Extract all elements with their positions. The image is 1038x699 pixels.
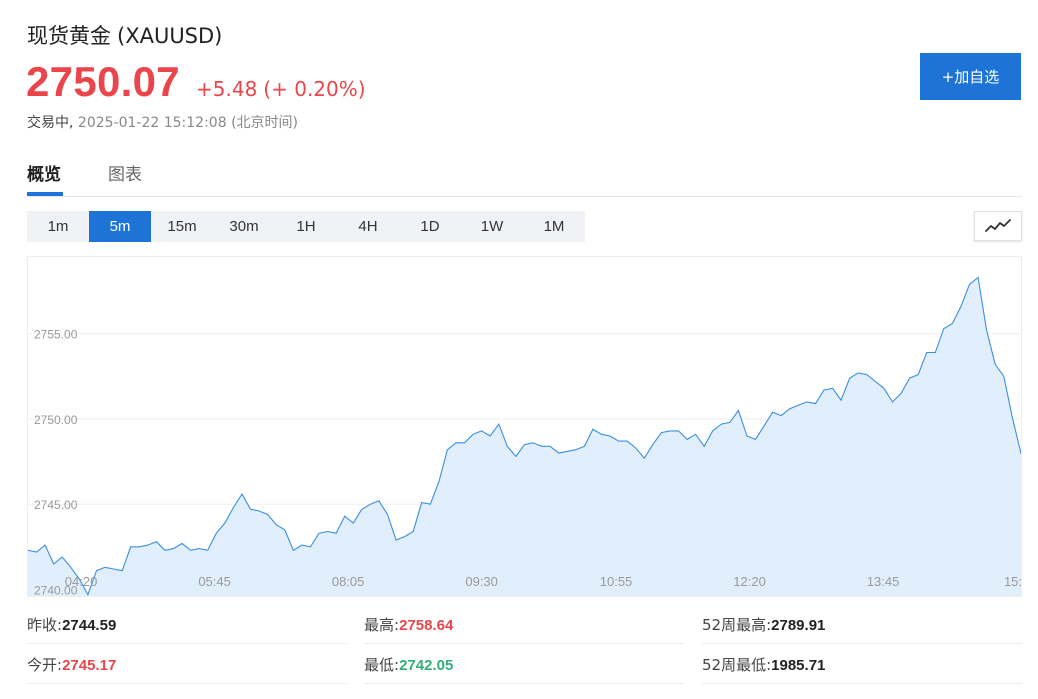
open-value: 2745.17 xyxy=(62,657,117,674)
stat-low: 最低:2742.05 xyxy=(364,654,453,675)
current-price: 2750.07 xyxy=(26,58,180,105)
period-1h[interactable]: 1H xyxy=(296,218,316,235)
instrument-title: 现货黄金 (XAUUSD) xyxy=(27,20,222,50)
x-tick-label: 10:55 xyxy=(600,574,633,589)
y-tick-label: 2740.00 xyxy=(34,583,78,597)
low-value: 2742.05 xyxy=(399,657,454,674)
change-percent: (+ 0.20%) xyxy=(263,77,366,101)
high-value: 2758.64 xyxy=(399,617,454,634)
line-chart-icon xyxy=(985,219,1011,232)
x-tick-label: 13:45 xyxy=(867,574,900,589)
price-chart-svg: 2740.00 2745.00 2750.00 2755.00 04:20 05:45 08… xyxy=(28,276,1022,597)
series-area xyxy=(28,277,1021,596)
period-1month[interactable]: 1M xyxy=(543,218,565,235)
instrument-name: 现货黄金 xyxy=(27,24,111,48)
change-value: +5.48 xyxy=(196,77,258,101)
week52-high-value: 2789.91 xyxy=(771,617,826,634)
price-change: +5.48 (+ 0.20%) xyxy=(196,77,366,101)
x-tick-label: 05:45 xyxy=(198,574,231,589)
period-selector: 1m 5m 15m 30m 1H 4H 1D 1W 1M xyxy=(27,211,585,242)
active-tab-indicator xyxy=(27,192,63,196)
period-4h[interactable]: 4H xyxy=(358,218,378,235)
divider xyxy=(702,683,1022,684)
x-tick-label: 08:05 xyxy=(332,574,365,589)
add-to-watchlist-button[interactable]: +加自选 xyxy=(920,53,1021,100)
trading-status: 交易中, 2025-01-22 15:12:08 (北京时间) xyxy=(27,112,298,132)
x-tick-label: 15:1 xyxy=(1004,574,1022,589)
period-1m[interactable]: 1m xyxy=(47,218,69,235)
low-label: 最低: xyxy=(364,656,400,674)
week52-low-value: 1985.71 xyxy=(771,657,826,674)
timezone-label: (北京时间) xyxy=(231,115,298,131)
stat-prev-close: 昨收:2744.59 xyxy=(27,614,116,635)
tab-bar: 概览 图表 xyxy=(27,150,1022,197)
prev-close-label: 昨收: xyxy=(27,616,63,634)
high-label: 最高: xyxy=(364,616,400,634)
stat-52w-low: 52周最低:1985.71 xyxy=(702,654,825,675)
stat-high: 最高:2758.64 xyxy=(364,614,453,635)
chart-type-button[interactable] xyxy=(974,211,1022,241)
period-30m[interactable]: 30m xyxy=(229,218,259,235)
x-tick-label: 09:30 xyxy=(465,574,498,589)
period-1d[interactable]: 1D xyxy=(420,218,440,235)
period-1w[interactable]: 1W xyxy=(480,218,504,235)
y-tick-label: 2755.00 xyxy=(34,328,78,342)
x-tick-label: 04:20 xyxy=(65,574,98,589)
divider xyxy=(27,643,347,644)
x-tick-label: 12:20 xyxy=(733,574,766,589)
timestamp: 2025-01-22 15:12:08 xyxy=(77,115,227,131)
y-tick-label: 2745.00 xyxy=(34,498,78,512)
period-5m[interactable]: 5m xyxy=(89,211,151,242)
status-label: 交易中, xyxy=(27,115,74,131)
tab-chart[interactable]: 图表 xyxy=(108,165,142,185)
divider xyxy=(364,643,684,644)
instrument-code: (XAUUSD) xyxy=(117,24,223,48)
open-label: 今开: xyxy=(27,656,63,674)
prev-close-value: 2744.59 xyxy=(62,617,117,634)
week52-high-label: 52周最高: xyxy=(702,616,772,634)
week52-low-label: 52周最低: xyxy=(702,656,772,674)
series-line xyxy=(28,276,1021,596)
stat-open: 今开:2745.17 xyxy=(27,654,116,675)
y-tick-label: 2750.00 xyxy=(34,413,78,427)
price-chart[interactable]: 2740.00 2745.00 2750.00 2755.00 04:20 05:45 08… xyxy=(27,256,1022,597)
divider xyxy=(364,683,684,684)
period-15m[interactable]: 15m xyxy=(167,218,197,235)
divider xyxy=(702,643,1022,644)
stat-52w-high: 52周最高:2789.91 xyxy=(702,614,825,635)
tab-overview[interactable]: 概览 xyxy=(27,165,61,185)
divider xyxy=(27,683,347,684)
